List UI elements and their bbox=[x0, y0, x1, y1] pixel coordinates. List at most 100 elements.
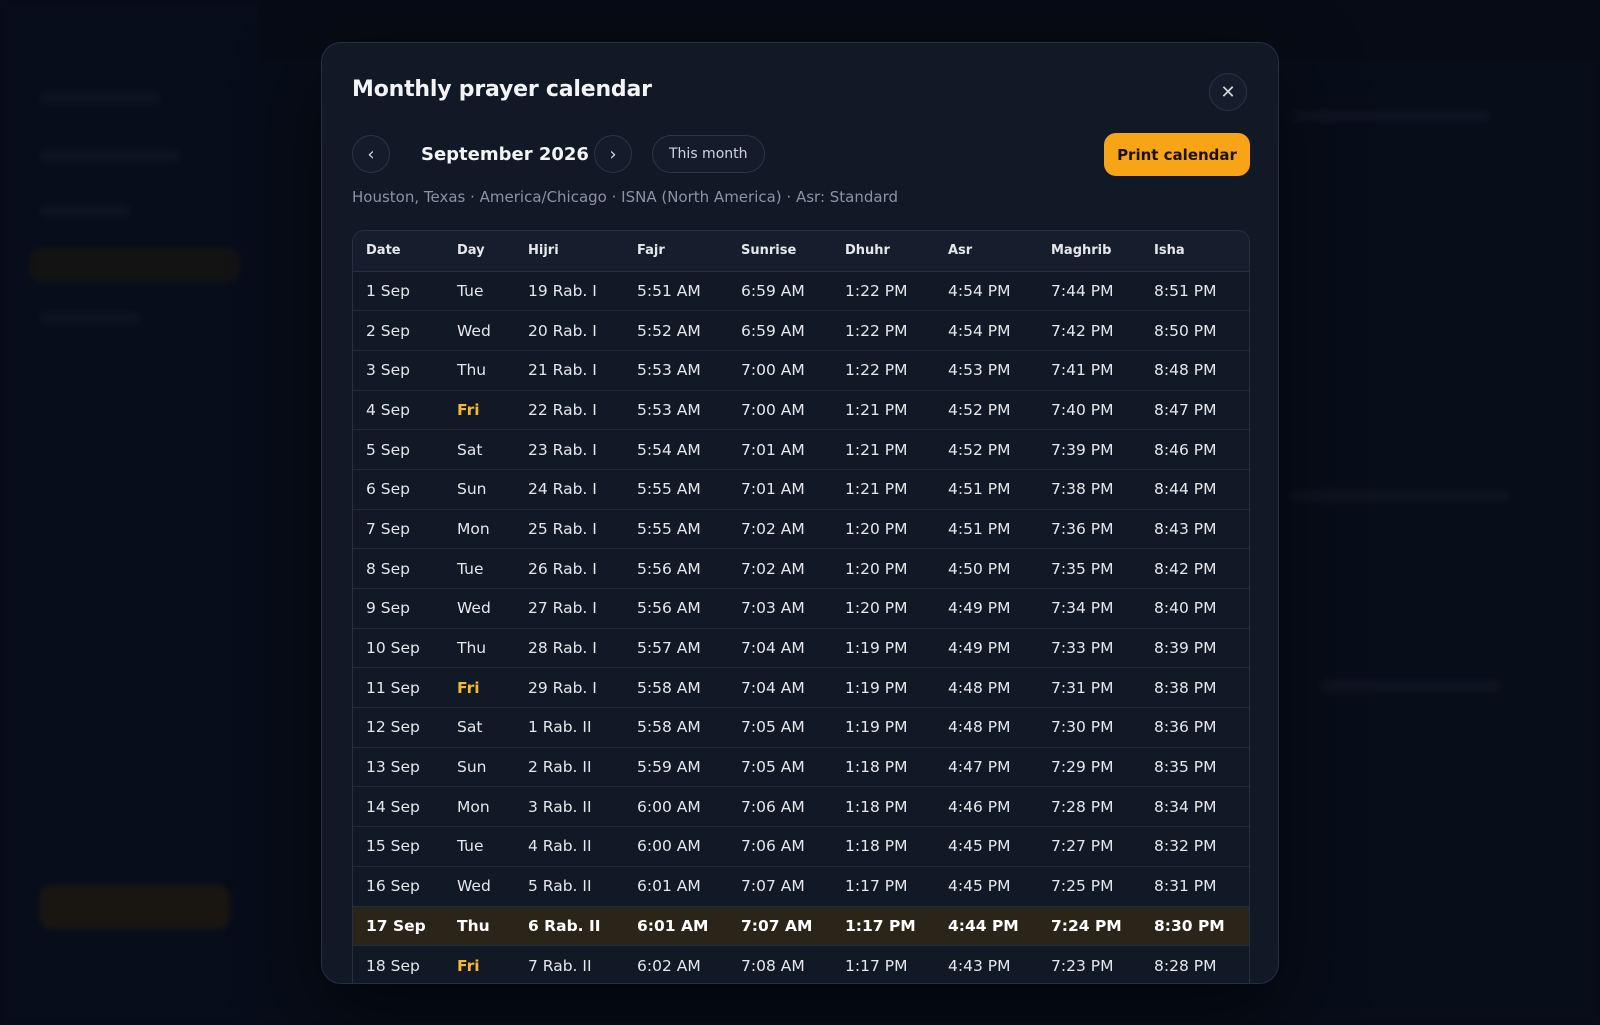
table-cell: 27 Rab. I bbox=[515, 588, 624, 629]
table-cell: 5:53 AM bbox=[624, 390, 728, 431]
table-cell: 4:52 PM bbox=[935, 390, 1038, 431]
table-row: 18 Sep Fri 7 Rab. II 6:02 AM 7:08 AM 1:17 PM 4… bbox=[353, 945, 1249, 983]
table-cell: 7:01 AM bbox=[728, 429, 832, 470]
column-header: Date bbox=[353, 231, 444, 272]
table-cell: 7:36 PM bbox=[1038, 509, 1141, 550]
table-cell: Thu bbox=[444, 350, 515, 391]
table-cell: 4:46 PM bbox=[935, 786, 1038, 828]
table-cell: 5:55 AM bbox=[624, 509, 728, 550]
table-row: 7 Sep Mon 25 Rab. I 5:55 AM 7:02 AM 1:20 PM 4:… bbox=[353, 509, 1249, 550]
table-cell: 7:31 PM bbox=[1038, 667, 1141, 709]
table-cell: 1:17 PM bbox=[832, 866, 935, 907]
table-cell: Fri bbox=[444, 945, 515, 983]
column-header: Asr bbox=[935, 231, 1038, 272]
table-cell: 7:08 AM bbox=[728, 945, 832, 983]
table-cell: 26 Rab. I bbox=[515, 548, 624, 589]
table-cell: 20 Rab. I bbox=[515, 310, 624, 351]
table-cell: Tue bbox=[444, 548, 515, 589]
close-button[interactable]: ✕ bbox=[1209, 73, 1247, 111]
table-cell: 5:52 AM bbox=[624, 310, 728, 351]
table-row: 12 Sep Sat 1 Rab. II 5:58 AM 7:05 AM 1:19 PM 4… bbox=[353, 707, 1249, 748]
table-row-today: 17 Sep Thu 6 Rab. II 6:01 AM 7:07 AM 1:17 PM 4… bbox=[353, 906, 1249, 947]
table-cell: 23 Rab. I bbox=[515, 429, 624, 470]
table-cell: 12 Sep bbox=[353, 707, 444, 748]
table-cell: 25 Rab. I bbox=[515, 509, 624, 550]
chevron-left-icon: ‹ bbox=[367, 143, 375, 165]
table-row: 14 Sep Mon 3 Rab. II 6:00 AM 7:06 AM 1:18 PM 4… bbox=[353, 786, 1249, 828]
table-cell: 22 Rab. I bbox=[515, 390, 624, 431]
column-header: Sunrise bbox=[728, 231, 832, 272]
table-cell: 5:56 AM bbox=[624, 588, 728, 629]
table-cell: 8:38 PM bbox=[1141, 667, 1249, 709]
table-cell: 7:06 AM bbox=[728, 826, 832, 867]
table-row: 13 Sep Sun 2 Rab. II 5:59 AM 7:05 AM 1:18 PM 4… bbox=[353, 747, 1249, 788]
prayer-times-table[interactable]: Date Day Hijri Fajr Sunrise Dhuhr Asr Maghrib Is… bbox=[352, 230, 1250, 983]
table-cell: 1:22 PM bbox=[832, 271, 935, 312]
table-cell: 7:07 AM bbox=[728, 906, 832, 947]
table-cell: 7:06 AM bbox=[728, 786, 832, 828]
table-cell: 8 Sep bbox=[353, 548, 444, 589]
table-cell: 7:05 AM bbox=[728, 707, 832, 748]
table-cell: 1:17 PM bbox=[832, 945, 935, 983]
table-cell: 4:47 PM bbox=[935, 747, 1038, 788]
table-row: 16 Sep Wed 5 Rab. II 6:01 AM 7:07 AM 1:17 PM 4… bbox=[353, 866, 1249, 907]
table-cell: 7:35 PM bbox=[1038, 548, 1141, 589]
column-header: Isha bbox=[1141, 231, 1249, 272]
table-cell: 4:54 PM bbox=[935, 310, 1038, 351]
table-cell: 16 Sep bbox=[353, 866, 444, 907]
table-cell: 7:34 PM bbox=[1038, 588, 1141, 629]
table-cell: 7:24 PM bbox=[1038, 906, 1141, 947]
table-cell: 1 Rab. II bbox=[515, 707, 624, 748]
table-cell: 1:19 PM bbox=[832, 707, 935, 748]
table-cell: 5:57 AM bbox=[624, 628, 728, 669]
table-cell: 5:55 AM bbox=[624, 469, 728, 510]
column-header: Hijri bbox=[515, 231, 624, 272]
table-cell: 7:27 PM bbox=[1038, 826, 1141, 867]
table-cell: 7:23 PM bbox=[1038, 945, 1141, 983]
table-cell: 7:33 PM bbox=[1038, 628, 1141, 669]
table-cell: Sun bbox=[444, 469, 515, 510]
modal-title: Monthly prayer calendar bbox=[352, 77, 652, 102]
previous-month-button[interactable]: ‹ bbox=[352, 135, 390, 173]
table-cell: 11 Sep bbox=[353, 667, 444, 709]
table-cell: 4:44 PM bbox=[935, 906, 1038, 947]
table-cell: 1:19 PM bbox=[832, 667, 935, 709]
table-cell: 7:02 AM bbox=[728, 548, 832, 589]
table-cell: 8:35 PM bbox=[1141, 747, 1249, 788]
table-cell: 7:28 PM bbox=[1038, 786, 1141, 828]
table-cell: 7:29 PM bbox=[1038, 747, 1141, 788]
next-month-button[interactable]: › bbox=[594, 135, 632, 173]
table-cell: 8:36 PM bbox=[1141, 707, 1249, 748]
table-cell: 4:48 PM bbox=[935, 667, 1038, 709]
table-cell: 1:20 PM bbox=[832, 509, 935, 550]
table-cell: 7:04 AM bbox=[728, 667, 832, 709]
table-cell: 8:42 PM bbox=[1141, 548, 1249, 589]
table-cell: 6:02 AM bbox=[624, 945, 728, 983]
table-cell: 8:51 PM bbox=[1141, 271, 1249, 312]
table-cell: 6 Rab. II bbox=[515, 906, 624, 947]
table-cell: 9 Sep bbox=[353, 588, 444, 629]
column-header: Day bbox=[444, 231, 515, 272]
table-cell: 3 Rab. II bbox=[515, 786, 624, 828]
table-cell: Mon bbox=[444, 786, 515, 828]
table-cell: 7:03 AM bbox=[728, 588, 832, 629]
table-cell: 7:07 AM bbox=[728, 866, 832, 907]
table-cell: 4 Rab. II bbox=[515, 826, 624, 867]
table-cell: 4:49 PM bbox=[935, 628, 1038, 669]
table-cell: 6:01 AM bbox=[624, 906, 728, 947]
table-cell: 7:02 AM bbox=[728, 509, 832, 550]
chevron-right-icon: › bbox=[609, 143, 617, 165]
table-cell: Thu bbox=[444, 906, 515, 947]
table-cell: 29 Rab. I bbox=[515, 667, 624, 709]
table-cell: 19 Rab. I bbox=[515, 271, 624, 312]
table-cell: Tue bbox=[444, 826, 515, 867]
table-cell: 4:54 PM bbox=[935, 271, 1038, 312]
table-cell: Wed bbox=[444, 588, 515, 629]
this-month-button[interactable]: This month bbox=[652, 135, 765, 173]
table-cell: 15 Sep bbox=[353, 826, 444, 867]
table-cell: 1:22 PM bbox=[832, 350, 935, 391]
table-header-row: Date Day Hijri Fajr Sunrise Dhuhr Asr Maghrib Is… bbox=[353, 231, 1249, 272]
table-cell: 4:48 PM bbox=[935, 707, 1038, 748]
print-calendar-button[interactable]: Print calendar bbox=[1104, 133, 1250, 176]
table-cell: 1:18 PM bbox=[832, 747, 935, 788]
